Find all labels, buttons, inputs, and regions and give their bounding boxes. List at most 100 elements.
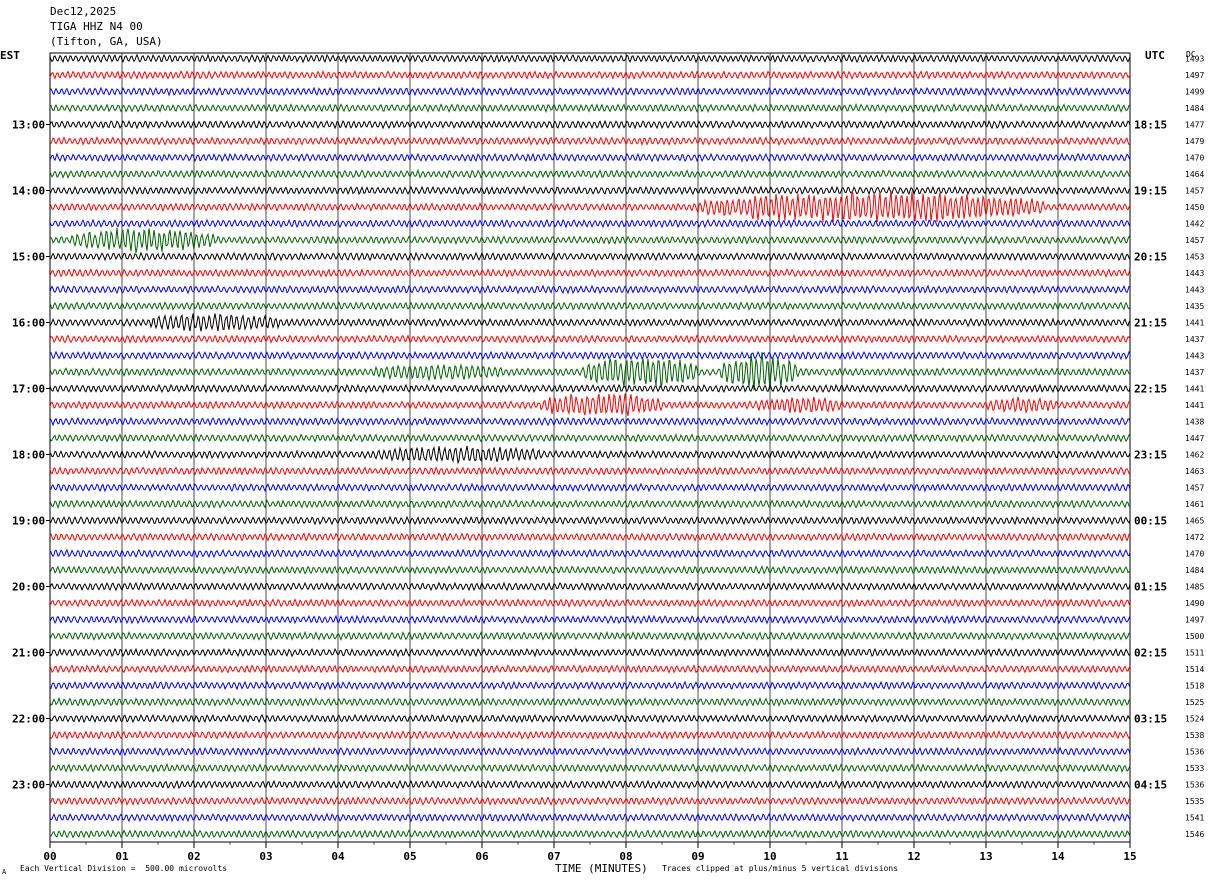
x-tick-label: 15 [1123,850,1136,863]
x-tick-label: 08 [619,850,632,863]
right-hour-label: 23:15 [1134,449,1167,462]
trace-line-33 [49,597,1131,608]
trace-line-7 [49,169,1131,179]
trace-line-46 [49,812,1131,823]
dc-offset-label: 1546 [1185,830,1204,839]
trace-line-26 [49,482,1131,493]
dc-offset-label: 1437 [1185,335,1204,344]
dc-offset-label: 1490 [1185,599,1204,608]
dc-offset-label: 1465 [1185,517,1204,526]
x-tick-label: 06 [475,850,489,863]
left-hour-label: 16:00 [12,317,45,330]
trace-line-11 [49,227,1131,253]
trace-line-38 [49,680,1131,691]
dc-offset-label: 1497 [1185,71,1204,80]
station-label: TIGA HHZ N4 00 [50,20,143,33]
date-label: Dec12,2025 [50,5,117,18]
trace-line-37 [49,663,1131,674]
right-hour-label: 00:15 [1134,515,1167,528]
x-tick-label: 12 [907,850,920,863]
left-timezone-label: EST [0,49,20,62]
right-hour-label: 21:15 [1134,317,1167,330]
dc-offset-label: 1457 [1185,484,1204,493]
dc-offset-label: 1450 [1185,203,1204,212]
dc-offset-label: 1536 [1185,781,1204,790]
trace-line-24 [49,445,1131,465]
left-hour-label: 21:00 [12,647,45,660]
left-hour-label: 13:00 [12,119,45,132]
x-tick-label: 11 [835,850,849,863]
trace-line-39 [49,696,1131,708]
trace-line-19 [49,352,1131,391]
trace-line-34 [49,614,1131,625]
dc-offset-label: 1438 [1185,418,1204,427]
trace-line-30 [49,548,1131,559]
trace-line-42 [49,746,1131,757]
trace-line-9 [49,190,1131,223]
trace-line-22 [49,416,1131,427]
trace-line-29 [49,532,1131,543]
trace-line-3 [49,102,1131,114]
dc-offset-label: 1511 [1185,649,1204,658]
x-axis-label: TIME (MINUTES) [555,862,648,875]
dc-offset-label: 1538 [1185,731,1204,740]
dc-offset-label: 1435 [1185,302,1204,311]
dc-offset-label: 1535 [1185,797,1204,806]
dc-offset-label: 1457 [1185,187,1204,196]
trace-line-44 [49,779,1131,790]
x-tick-label: 01 [115,850,129,863]
dc-offset-label: 1484 [1185,566,1204,575]
dc-offset-label: 1441 [1185,401,1204,410]
left-hour-label: 15:00 [12,251,45,264]
left-hour-label: 17:00 [12,383,45,396]
right-hour-label: 18:15 [1134,119,1167,132]
x-tick-label: 09 [691,850,704,863]
corner-mark: A [2,868,7,876]
dc-offset-label: 1477 [1185,121,1204,130]
trace-line-15 [49,301,1131,311]
dc-offset-label: 1484 [1185,104,1204,113]
dc-offset-label: 1479 [1185,137,1204,146]
x-tick-label: 05 [403,850,416,863]
trace-line-41 [49,729,1131,741]
trace-line-32 [49,581,1131,592]
dc-offset-label: 1541 [1185,814,1204,823]
dc-offset-label: 1500 [1185,632,1204,641]
trace-line-5 [49,136,1131,147]
dc-offset-label: 1461 [1185,500,1204,509]
trace-line-35 [49,630,1131,642]
trace-line-27 [49,498,1131,510]
trace-line-31 [49,565,1131,575]
location-label: (Tifton, GA, USA) [50,35,163,48]
trace-line-2 [49,86,1131,97]
x-tick-label: 14 [1051,850,1065,863]
dc-offset-label: 1525 [1185,698,1204,707]
trace-line-20 [49,383,1131,394]
dc-offset-label: 1536 [1185,748,1204,757]
left-hour-label: 22:00 [12,713,45,726]
trace-line-10 [49,218,1131,229]
dc-header-label: DC [1186,50,1196,59]
x-tick-label: 03 [259,850,272,863]
right-timezone-label: UTC [1145,49,1165,62]
right-hour-label: 19:15 [1134,185,1167,198]
dc-offset-label: 1533 [1185,764,1204,773]
left-hour-label: 20:00 [12,581,45,594]
dc-offset-label: 1518 [1185,682,1204,691]
scale-note: Each Vertical Division = 500.00 microvol… [20,864,228,873]
trace-line-21 [49,393,1131,417]
trace-line-0 [49,53,1131,64]
x-tick-label: 07 [547,850,560,863]
trace-line-16 [49,313,1131,332]
dc-offset-label: 1447 [1185,434,1204,443]
x-tick-label: 00 [43,850,56,863]
plot-frame [49,52,1131,843]
clip-note: Traces clipped at plus/minus 5 vertical … [662,864,899,873]
dc-offset-label: 1443 [1185,286,1204,295]
trace-line-8 [49,185,1131,196]
dc-offset-label: 1462 [1185,451,1204,460]
dc-offset-label: 1443 [1185,352,1204,361]
dc-offset-label: 1437 [1185,368,1204,377]
trace-line-40 [49,713,1131,724]
dc-offset-label: 1442 [1185,220,1204,229]
